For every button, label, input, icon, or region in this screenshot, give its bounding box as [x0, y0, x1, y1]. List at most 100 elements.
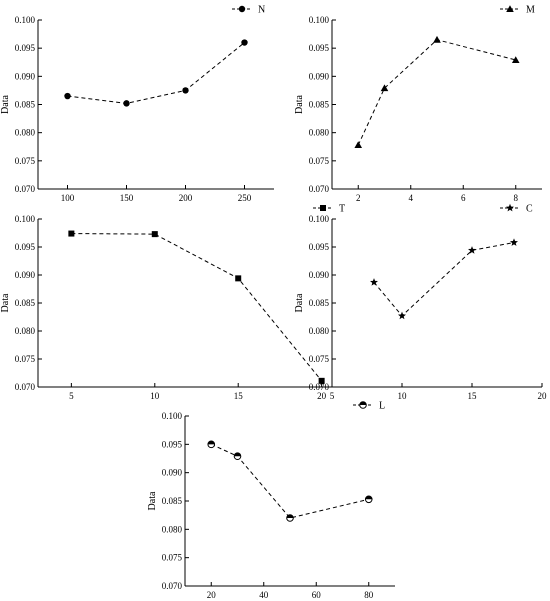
- data-point-M-4: [511, 56, 520, 63]
- y-tick-label: 0.070: [162, 581, 183, 591]
- x-tick-label: 10: [398, 391, 408, 401]
- data-point-N-1: [64, 92, 71, 100]
- y-tick-label: 0.095: [15, 242, 36, 252]
- y-tick-label: 0.075: [15, 354, 36, 364]
- y-tick-label: 0.070: [309, 184, 330, 194]
- chart-panel-2: 0.070 0.075 0.080 0.085 0.090 0.095 0.100 2 4 6 8 D…: [294, 5, 542, 203]
- y-tick-label: 0.080: [309, 128, 330, 138]
- y-tick-label: 0.090: [309, 71, 330, 81]
- legend-label: M: [526, 5, 535, 16]
- y-tick-label: 0.100: [162, 411, 183, 421]
- y-tick-label: 0.075: [162, 553, 183, 563]
- data-point-T-1: [68, 230, 75, 237]
- x-tick-label: 8: [514, 193, 519, 203]
- y-tick-label: 0.085: [15, 298, 36, 308]
- x-tick-label: 20: [317, 391, 327, 401]
- data-point-N-4: [241, 39, 248, 46]
- series-line-M: [357, 39, 516, 146]
- y-tick-label: 0.085: [309, 298, 330, 308]
- y-tick-label: 0.075: [15, 156, 36, 166]
- legend-label: C: [526, 204, 533, 215]
- y-tick-label: 0.085: [15, 100, 36, 110]
- y-axis-title: Data: [294, 95, 305, 114]
- data-point-M-2: [380, 84, 389, 92]
- data-point-L-1: [207, 440, 216, 449]
- y-axis-title: Data: [0, 95, 11, 114]
- x-tick-label: 15: [234, 391, 244, 401]
- data-point-T-3: [235, 275, 242, 282]
- legend-marker: [320, 205, 326, 211]
- data-point-L-2: [233, 452, 242, 461]
- x-tick-label: 10: [150, 391, 160, 401]
- y-tick-label: 0.080: [162, 524, 183, 534]
- y-tick-label: 0.090: [162, 468, 183, 478]
- legend: M: [500, 5, 535, 16]
- x-tick-label: 5: [69, 391, 74, 401]
- x-tick-label: 20: [538, 391, 548, 401]
- x-tick-label: 200: [179, 193, 193, 203]
- legend-marker: [238, 5, 246, 13]
- chart-panel-1: 0.070 0.075 0.080 0.085 0.090 0.095 0.100 100 15…: [0, 5, 274, 203]
- series-line-T: [71, 233, 323, 382]
- series-line-C: [373, 242, 515, 317]
- y-tick-label: 0.095: [162, 439, 183, 449]
- chart-panel-5: 0.070 0.075 0.080 0.085 0.090 0.095 0.100 20 40 6…: [147, 401, 395, 600]
- legend-marker-fill: [359, 401, 367, 405]
- y-tick-label: 0.095: [309, 43, 330, 53]
- x-tick-label: 4: [409, 193, 414, 203]
- legend-marker: [506, 203, 514, 212]
- series-line-N: [67, 42, 245, 104]
- data-point-L-3-fill: [286, 514, 294, 518]
- y-tick-label: 0.085: [162, 496, 183, 506]
- y-tick-label: 0.090: [15, 270, 36, 280]
- x-tick-label: 15: [468, 391, 478, 401]
- data-point-L-4-fill: [365, 496, 373, 500]
- x-tick-label: 100: [61, 193, 75, 203]
- x-tick-label: 2: [356, 193, 361, 203]
- y-tick-label: 0.100: [309, 214, 330, 224]
- legend: N: [232, 5, 265, 16]
- x-tick-label: 40: [259, 590, 269, 600]
- data-point-T-2: [151, 231, 158, 238]
- data-point-M-3: [433, 35, 441, 43]
- y-tick-label: 0.090: [15, 71, 36, 81]
- legend-label: T: [339, 204, 345, 215]
- data-point-C-3: [468, 246, 476, 254]
- x-tick-label: 5: [330, 391, 335, 401]
- x-tick-label: 250: [238, 193, 252, 203]
- data-point-M-1: [354, 141, 363, 149]
- y-tick-label: 0.070: [309, 382, 330, 392]
- legend-label: L: [379, 401, 385, 412]
- chart-panel-4: 0.070 0.075 0.080 0.085 0.090 0.095 0.100 5 10 15…: [294, 204, 547, 402]
- legend-label: N: [258, 5, 265, 16]
- data-point-T-4: [318, 377, 325, 384]
- data-point-N-2: [123, 100, 130, 107]
- x-tick-label: 150: [120, 193, 134, 203]
- data-point-C-1: [370, 278, 378, 286]
- data-point-C-2: [398, 311, 406, 320]
- legend: T: [313, 204, 345, 215]
- x-tick-label: 60: [312, 590, 322, 600]
- data-point-C-4: [510, 238, 518, 246]
- legend-marker: [359, 401, 367, 409]
- chart-panel-3: 0.070 0.075 0.080 0.085 0.090 0.095 0.100 5 10 15…: [0, 204, 355, 401]
- y-tick-label: 0.100: [15, 214, 36, 224]
- y-tick-label: 0.095: [15, 43, 36, 53]
- y-tick-label: 0.070: [15, 382, 36, 392]
- x-tick-label: 80: [364, 590, 374, 600]
- y-tick-label: 0.100: [309, 15, 330, 25]
- y-tick-label: 0.085: [309, 100, 330, 110]
- y-tick-label: 0.090: [309, 270, 330, 280]
- series-line-L: [211, 443, 369, 519]
- data-point-N-3: [182, 87, 189, 94]
- legend: C: [500, 204, 533, 215]
- y-tick-label: 0.075: [309, 354, 330, 364]
- legend: L: [353, 401, 385, 412]
- data-point-L-4: [364, 495, 373, 504]
- x-tick-label: 20: [207, 590, 217, 600]
- y-axis-title: Data: [147, 491, 158, 510]
- legend-marker: [506, 5, 514, 12]
- y-tick-label: 0.080: [15, 326, 36, 336]
- x-tick-label: 6: [461, 193, 466, 203]
